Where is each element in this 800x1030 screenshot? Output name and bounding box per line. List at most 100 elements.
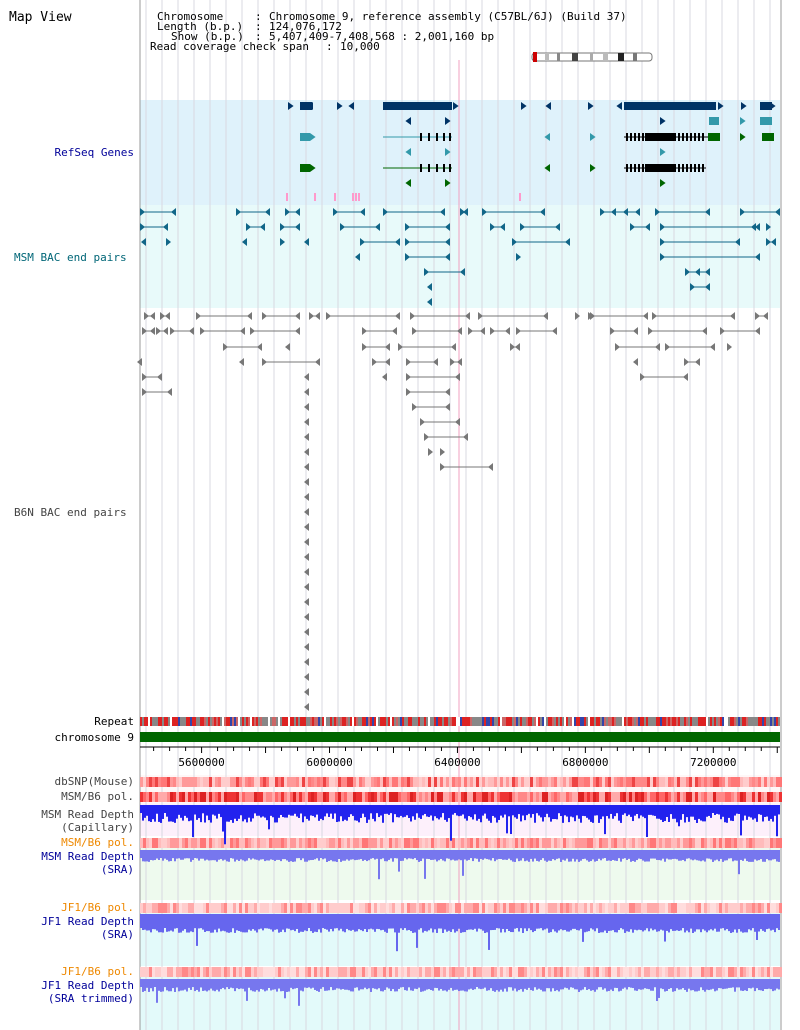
jf1-depth-sra-hist-bar — [692, 914, 694, 933]
repeat-segment — [774, 717, 776, 726]
jf1-pol-strip-2-cell — [554, 967, 557, 977]
repeat-segment — [602, 717, 604, 726]
msm-depth-cap-hist-bar — [306, 805, 308, 819]
gene-arrow — [590, 133, 596, 141]
jf1-depth-trim-hist-bar — [196, 979, 198, 990]
msm-depth-cap-hist-bar — [252, 805, 254, 819]
jf1-depth-trim-hist-bar — [670, 979, 672, 989]
jf1-depth-sra-hist-bar — [464, 914, 466, 933]
jf1-depth-sra-hist-bar — [260, 914, 262, 929]
msm-depth-cap-hist-bar — [618, 805, 620, 821]
msm-depth-sra-hist-bar — [248, 850, 250, 859]
msm-pol-strip-2-cell — [758, 838, 761, 848]
jf1-pol-strip-2-cell — [341, 967, 344, 977]
jf1-depth-sra-hist-bar — [736, 914, 738, 933]
msm-pol-strip-1-cell — [497, 792, 500, 802]
msm-pol-strip-1-cell — [755, 792, 758, 802]
jf1-depth-sra-hist-bar — [436, 914, 438, 933]
jf1-depth-trim-hist-bar — [368, 979, 370, 989]
msm-depth-sra-hist-bar — [562, 850, 564, 860]
jf1-pol-strip-1-cell — [587, 903, 590, 913]
jf1-pol-strip-1-cell — [527, 903, 530, 913]
msm-pair-end — [655, 208, 660, 216]
msm-pol-strip-2-cell — [737, 838, 740, 848]
repeat-segment — [612, 717, 614, 726]
repeat-segment — [440, 717, 442, 726]
b6n-end — [304, 598, 309, 606]
msm-depth-cap-hist-bar — [244, 805, 246, 820]
msm-pair-end — [771, 238, 776, 246]
msm-depth-cap-hist-bar — [738, 805, 740, 814]
repeat-segment — [708, 717, 710, 726]
dbsnp-strip-cell — [593, 777, 596, 787]
msm-pair-end — [265, 208, 270, 216]
msm-pol-strip-2-cell — [773, 838, 776, 848]
jf1-depth-trim-hist-bar — [750, 979, 752, 989]
gene-arrow — [545, 102, 551, 110]
b6n-end — [428, 448, 433, 456]
msm-depth-cap-hist-bar — [186, 805, 188, 818]
msm-depth-sra-hist-bar — [774, 850, 776, 860]
jf1-depth-sra-hist-bar — [362, 914, 364, 932]
jf1-pol-strip-2-cell — [716, 967, 719, 977]
jf1-depth-trim-hist-bar — [618, 979, 620, 992]
repeat-segment — [490, 717, 492, 726]
jf1-depth-trim-hist-bar — [584, 979, 586, 988]
dbsnp-strip-cell — [674, 777, 677, 787]
dbsnp-strip-cell — [269, 777, 272, 787]
msm-pol-strip-2-cell — [164, 838, 167, 848]
msm-pol-strip-2-cell — [260, 838, 263, 848]
msm-pol-strip-2-cell — [752, 838, 755, 848]
jf1-depth-sra-hist-bar — [690, 914, 692, 929]
jf1-pol-strip-1-cell — [254, 903, 257, 913]
msm-depth-cap-hist-bar — [424, 805, 426, 814]
b6n-pair-end — [262, 358, 267, 366]
repeat-segment — [414, 717, 416, 726]
gene-arrow — [348, 102, 354, 110]
dbsnp-strip-cell — [191, 777, 194, 787]
jf1-pol-strip-2-cell — [452, 967, 455, 977]
jf1-pol-strip-2-cell — [680, 967, 683, 977]
jf1-pol-strip-2-cell — [317, 967, 320, 977]
msm-pol-strip-1-cell — [677, 792, 680, 802]
jf1-depth-sra-hist-bar — [680, 914, 682, 931]
jf1-depth-sra-hist-bar — [264, 914, 266, 929]
msm-pair-end — [690, 283, 695, 291]
msm-depth-cap-hist-bar — [204, 805, 206, 823]
jf1-depth-sra-hist-bar — [648, 914, 650, 932]
msm-pol-strip-2-cell — [302, 838, 305, 848]
msm-pol-strip-2-cell — [239, 838, 242, 848]
msm-depth-sra-hist-bar — [192, 850, 194, 860]
jf1-pol-strip-2-cell — [311, 967, 314, 977]
jf1-depth-trim-hist-bar — [362, 979, 364, 990]
jf1-pol-strip-1-cell — [491, 903, 494, 913]
repeat-segment — [300, 717, 302, 726]
dbsnp-strip-cell — [689, 777, 692, 787]
jf1-depth-trim-hist-bar — [232, 979, 234, 989]
msm-depth-cap-hist-bar — [184, 805, 186, 816]
msm-pol-strip-1-cell — [275, 792, 278, 802]
jf1-pol-strip-2-cell — [257, 967, 260, 977]
msm-depth-sra-hist-bar — [570, 850, 572, 862]
jf1-depth-trim-hist-bar — [548, 979, 550, 989]
jf1-depth-sra-hist-bar — [572, 914, 574, 929]
refseq-track-bg — [140, 100, 780, 205]
gene-exon — [634, 133, 636, 141]
b6n-pair-end — [362, 327, 367, 335]
msm-depth-sra-hist-bar — [486, 850, 488, 860]
msm-depth-sra-hist-bar — [284, 850, 286, 860]
jf1-pol-strip-1-cell — [656, 903, 659, 913]
msm-pol-strip-2-cell — [470, 838, 473, 848]
jf1-pol-strip-2-cell — [347, 967, 350, 977]
repeat-segment — [542, 717, 544, 726]
b6n-pair-end — [156, 327, 161, 335]
msm-pol-strip-2-cell — [353, 838, 356, 848]
jf1-depth-trim-hist-bar — [752, 979, 754, 988]
b6n-end — [304, 388, 309, 396]
jf1-pol-strip-2-cell — [494, 967, 497, 977]
b6n-pair-end — [412, 403, 417, 411]
repeat-segment — [556, 717, 558, 726]
msm-pol-strip-2-cell — [638, 838, 641, 848]
jf1-pol-strip-1-cell — [290, 903, 293, 913]
